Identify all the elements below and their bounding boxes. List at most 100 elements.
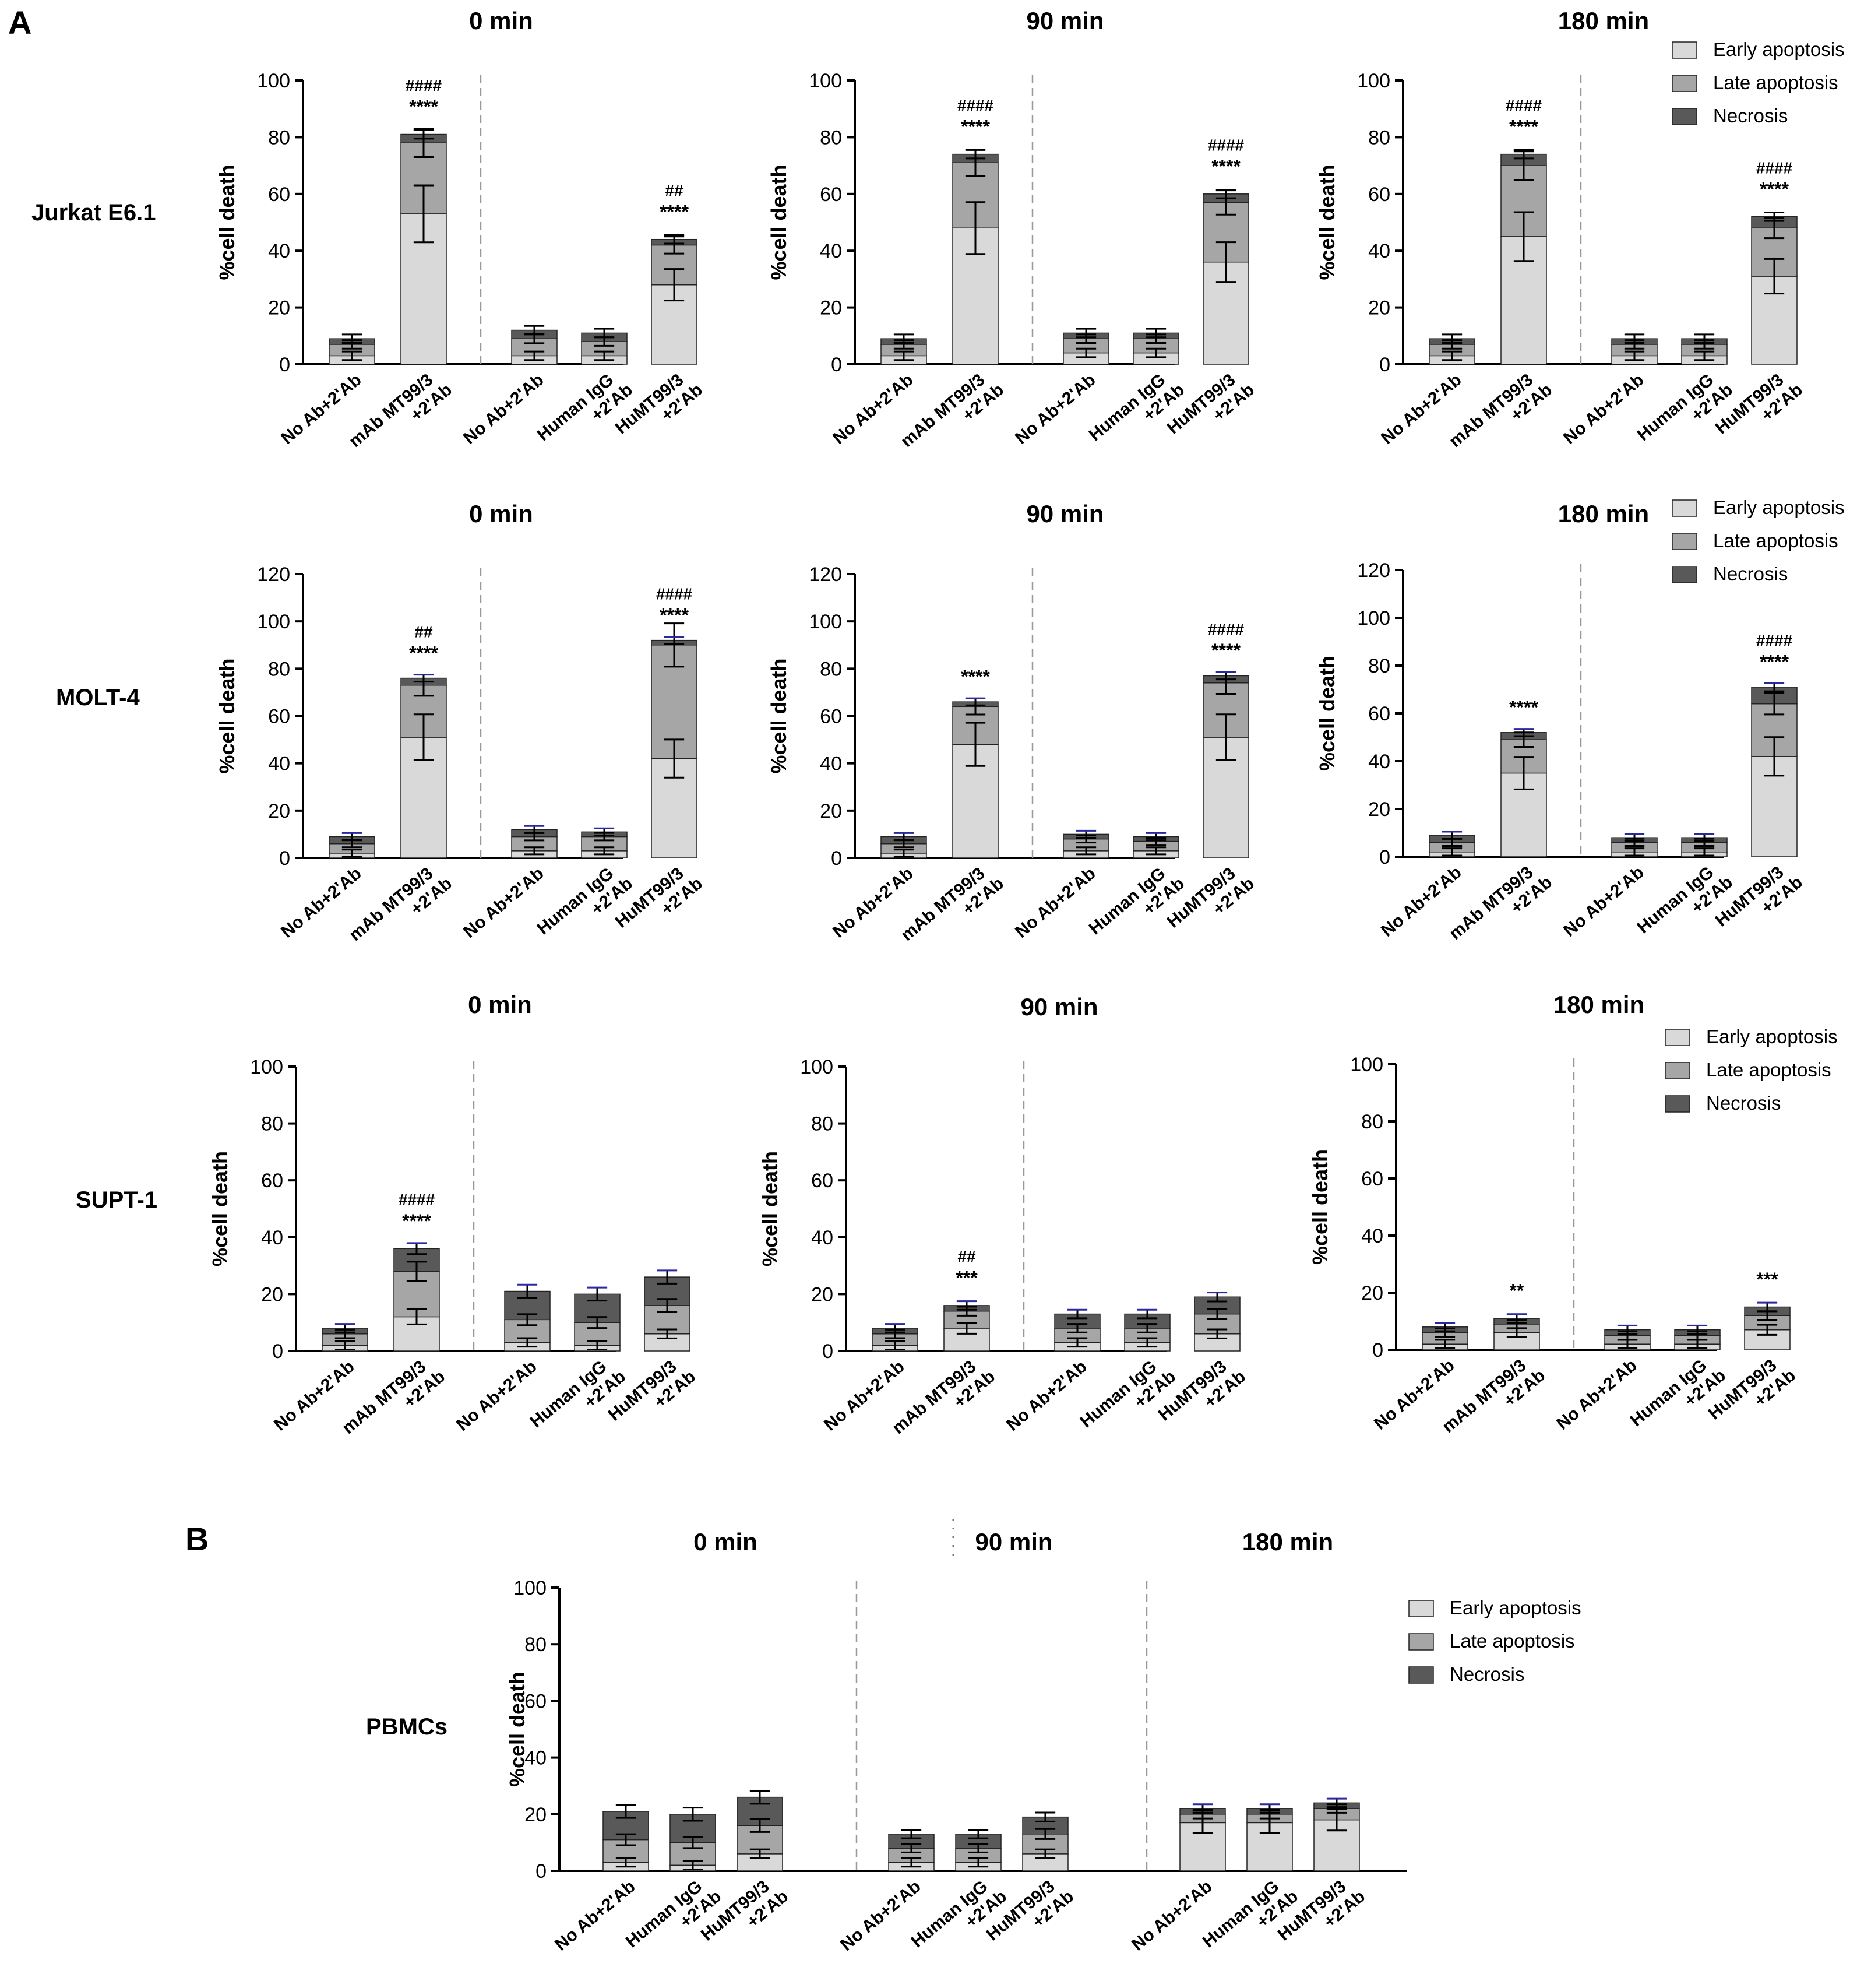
significance-stars: ** (1510, 1280, 1524, 1301)
stacked-bar (737, 1789, 783, 1871)
category-label: No Ab+2'Ab (453, 1357, 540, 1435)
legend-0: Early apoptosis Late apoptosis Necrosis (1672, 38, 1845, 126)
significance-hash: ## (414, 622, 433, 641)
y-tick-label: 60 (820, 706, 842, 728)
stacked-bar (511, 825, 558, 858)
y-tick-label: 80 (268, 126, 290, 149)
y-tick-label: 0 (822, 1340, 833, 1363)
significance-stars: **** (1509, 116, 1538, 137)
significance-stars: **** (660, 604, 689, 625)
legend-swatch-necrosis (1672, 108, 1697, 125)
legend-swatch-necrosis (1665, 1095, 1690, 1113)
chart-title: 180 min (1553, 991, 1644, 1018)
legend-swatch-early (1672, 41, 1697, 59)
significance-hash: #### (1756, 631, 1793, 649)
row-label-molt4: MOLT-4 (56, 685, 140, 710)
chart-4: 90 min %cell death 0 20 40 60 80 100 120 No Ab+2'… (767, 500, 1258, 945)
significance-stars: **** (1760, 651, 1789, 672)
y-tick-label: 20 (820, 800, 842, 822)
stacked-bar (400, 673, 447, 858)
legend-label-late: Late apoptosis (1450, 1630, 1575, 1652)
y-tick-label: 100 (257, 611, 290, 633)
stacked-bar (651, 234, 697, 365)
chart-7: 90 min %cell death 0 20 40 60 80 100 No Ab+2'Abm… (758, 993, 1249, 1438)
stacked-bar (1203, 188, 1249, 365)
category-label: No Ab+2'Ab (837, 1877, 924, 1955)
significance-hash: #### (656, 585, 693, 603)
category-label: No Ab+2'Ab (460, 864, 547, 942)
significance-stars: *** (1756, 1269, 1778, 1290)
stacked-bar (1422, 1321, 1468, 1350)
chart-title: 90 min (975, 1528, 1052, 1556)
category-label: No Ab+2'Ab (1012, 864, 1099, 942)
category-label: mAb MT99/3+2'Ab (346, 858, 456, 960)
y-tick-label: 120 (809, 564, 842, 586)
category-label: Human IgG+2'Ab (1634, 857, 1736, 952)
chart-title: 180 min (1558, 7, 1649, 34)
category-label: Human IgG+2'Ab (534, 365, 636, 460)
stacked-bar (1179, 1803, 1226, 1871)
category-label: HuMT99/3+2'Ab (1705, 1350, 1799, 1438)
significance-hash: ## (957, 1248, 976, 1266)
legend-1: Early apoptosis Late apoptosis Necrosis (1672, 497, 1845, 585)
y-tick-label: 0 (831, 354, 842, 376)
stacked-bar (1681, 333, 1728, 365)
row-label-jurkat: Jurkat E6.1 (31, 200, 156, 226)
stacked-bar (644, 1269, 690, 1352)
y-tick-label: 40 (268, 753, 290, 775)
legend-label-late: Late apoptosis (1713, 72, 1838, 93)
stacked-bar (952, 697, 999, 858)
y-tick-label: 20 (820, 297, 842, 319)
y-axis-label: %cell death (758, 1151, 782, 1266)
y-tick-label: 0 (1372, 1339, 1383, 1361)
legend-swatch-early (1665, 1029, 1690, 1046)
stacked-bar (1133, 328, 1179, 365)
y-tick-label: 80 (1368, 655, 1390, 677)
category-label: HuMT99/3+2'Ab (1164, 365, 1258, 453)
chart-title: 180 min (1242, 1528, 1333, 1556)
stacked-bar (1611, 833, 1658, 857)
y-tick-label: 40 (1368, 240, 1390, 262)
y-tick-label: 20 (524, 1804, 547, 1826)
category-label: mAb MT99/3+2'Ab (346, 365, 456, 466)
legend-swatch-early (1672, 499, 1697, 517)
y-tick-label: 60 (811, 1170, 833, 1192)
stacked-bar (574, 1286, 621, 1352)
y-tick-label: 80 (820, 126, 842, 149)
significance-stars: **** (1211, 640, 1241, 661)
y-tick-label: 80 (1368, 126, 1390, 149)
y-tick-label: 100 (800, 1056, 833, 1078)
stacked-bar (1751, 682, 1798, 857)
y-tick-label: 20 (811, 1283, 833, 1306)
stacked-bar (581, 827, 628, 858)
stacked-bar (511, 325, 558, 365)
chart-title: 0 min (469, 7, 533, 34)
y-tick-label: 0 (279, 847, 290, 870)
y-tick-label: 100 (513, 1577, 547, 1599)
y-tick-label: 120 (257, 564, 290, 586)
stacked-bar (1194, 1292, 1241, 1352)
y-tick-label: 0 (831, 847, 842, 870)
category-label: Human IgG+2'Ab (534, 858, 636, 953)
y-axis-label: %cell death (1315, 656, 1339, 771)
chart-1: 90 min %cell death 0 20 40 60 80 100 No Ab+2'Abm… (767, 7, 1258, 453)
significance-hash: #### (1208, 136, 1245, 154)
stacked-bar (1203, 671, 1249, 858)
y-tick-label: 0 (272, 1340, 283, 1363)
stacked-bar (1604, 1324, 1651, 1350)
stacked-bar (1313, 1797, 1360, 1871)
y-tick-label: 60 (524, 1690, 547, 1712)
stacked-bar (1063, 829, 1109, 858)
stacked-bar (1022, 1811, 1069, 1871)
stacked-bar (669, 1807, 716, 1871)
chart-title: 90 min (1020, 993, 1098, 1021)
stacked-bar (329, 832, 375, 858)
legend-label-early: Early apoptosis (1713, 38, 1845, 60)
significance-stars: **** (1760, 178, 1789, 199)
chart-3: 0 min %cell death 0 20 40 60 80 100 120 No Ab+2'A… (215, 500, 706, 960)
row-label-supt1: SUPT-1 (76, 1187, 157, 1213)
y-tick-label: 40 (268, 240, 290, 262)
y-tick-label: 100 (809, 70, 842, 92)
legend-label-late: Late apoptosis (1706, 1059, 1831, 1081)
chart-title: 90 min (1026, 7, 1104, 34)
